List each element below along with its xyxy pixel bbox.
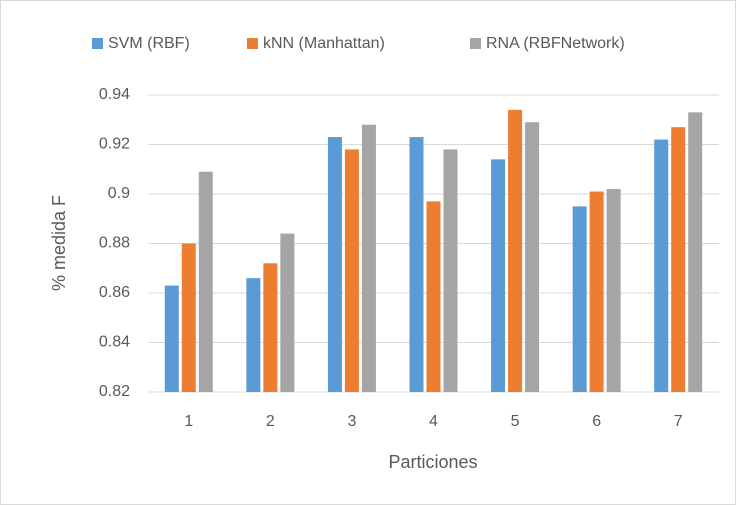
bar <box>327 137 342 392</box>
legend-label: RNA (RBFNetwork) <box>486 35 625 52</box>
bar <box>426 201 441 392</box>
bar <box>344 149 359 392</box>
bar <box>443 149 458 392</box>
x-tick-label: 5 <box>511 413 520 430</box>
bar <box>361 124 376 392</box>
legend-swatch <box>92 38 103 49</box>
bar <box>164 285 179 392</box>
bar <box>688 112 703 392</box>
bar <box>491 159 506 392</box>
y-axis-label: % medida F <box>49 195 69 291</box>
y-tick-label: 0.94 <box>99 86 130 103</box>
bar <box>671 127 686 393</box>
bar <box>263 263 278 392</box>
y-tick-label: 0.84 <box>99 334 130 351</box>
y-tick-label: 0.92 <box>99 136 130 153</box>
x-axis-label: Particiones <box>388 452 477 472</box>
x-tick-label: 2 <box>266 413 275 430</box>
y-tick-label: 0.9 <box>108 185 130 202</box>
bar <box>572 206 587 392</box>
x-tick-label: 3 <box>347 413 356 430</box>
y-tick-label: 0.86 <box>99 284 130 301</box>
bar <box>198 171 213 392</box>
legend-swatch <box>247 38 258 49</box>
bar <box>606 189 621 392</box>
legend-label: SVM (RBF) <box>108 35 190 52</box>
legend-swatch <box>470 38 481 49</box>
bar <box>246 278 261 392</box>
bar <box>508 109 523 392</box>
bar <box>525 122 540 392</box>
bar <box>280 233 295 392</box>
bar <box>654 139 669 392</box>
bar <box>589 191 604 392</box>
y-tick-label: 0.82 <box>99 383 130 400</box>
x-tick-label: 4 <box>429 413 438 430</box>
y-tick-label: 0.88 <box>99 235 130 252</box>
legend-label: kNN (Manhattan) <box>263 35 385 52</box>
bar <box>181 243 196 392</box>
x-tick-label: 7 <box>674 413 683 430</box>
x-tick-label: 1 <box>184 413 193 430</box>
bar <box>409 137 424 392</box>
x-tick-label: 6 <box>592 413 601 430</box>
